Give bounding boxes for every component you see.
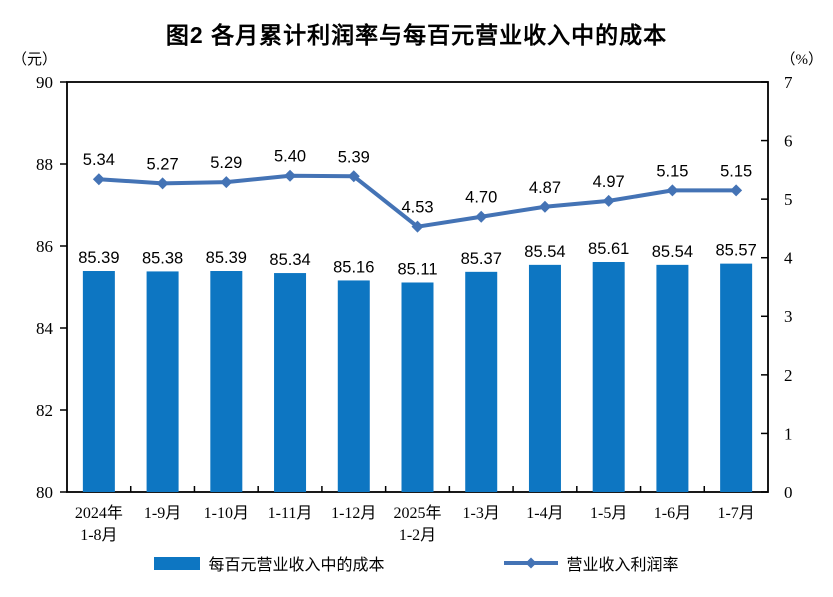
bar-value-label: 85.39 [78, 249, 119, 267]
x-tick-label: 1-6月 [654, 505, 691, 522]
line-marker-icon [503, 556, 559, 570]
x-tick-label: 1-9月 [144, 505, 181, 522]
line-value-label: 5.29 [210, 154, 242, 172]
x-tick-label: 1-10月 [204, 505, 249, 522]
bar [528, 264, 561, 492]
left-tick-label: 90 [36, 73, 53, 92]
line-marker [220, 176, 233, 189]
line-value-label: 4.70 [465, 189, 497, 207]
line-marker-swatch-svg [503, 557, 558, 569]
bar-swatch-icon [154, 556, 201, 570]
right-tick-label: 2 [784, 366, 793, 385]
x-tick-label: 1-3月 [463, 505, 500, 522]
line-marker [730, 184, 743, 197]
bar [274, 273, 307, 492]
legend-item-margin: 营业收入利润率 [503, 551, 679, 575]
bar-value-label: 85.39 [206, 249, 247, 267]
line-marker [666, 184, 679, 197]
bar [592, 261, 625, 492]
line-marker [475, 210, 488, 223]
x-tick-label: 2024年 [75, 504, 123, 522]
left-tick-label: 88 [36, 155, 53, 174]
bar-value-label: 85.54 [524, 243, 565, 261]
line-marker [602, 194, 615, 207]
right-tick-label: 7 [784, 73, 793, 92]
line-value-label: 5.39 [338, 148, 370, 166]
bar [146, 271, 179, 492]
bar [82, 271, 115, 492]
bar-value-label: 85.11 [397, 260, 437, 278]
x-tick-label: 1-11月 [268, 505, 313, 522]
line-marker [156, 177, 169, 190]
line-value-label: 4.97 [593, 173, 625, 191]
bar [656, 264, 689, 492]
bar-value-label: 85.16 [333, 258, 374, 276]
chart-title: 图2 各月累计利润率与每百元营业收入中的成本 [165, 22, 668, 48]
bar-value-label: 85.54 [652, 243, 693, 261]
line-value-label: 5.15 [720, 162, 752, 180]
right-tick-label: 6 [784, 132, 793, 151]
right-tick-label: 3 [784, 307, 793, 326]
left-tick-label: 80 [36, 483, 53, 502]
bar-value-label: 85.38 [142, 249, 183, 267]
right-tick-label: 4 [784, 249, 793, 268]
line-value-label: 5.40 [274, 148, 306, 166]
left-axis-unit-label: （元） [12, 52, 58, 68]
bar-value-label: 85.61 [588, 240, 629, 258]
left-tick-label: 84 [36, 319, 54, 338]
line-value-label: 4.53 [401, 199, 433, 217]
chart-legend: 每百元营业收入中的成本 营业收入利润率 [0, 551, 833, 575]
left-tick-label: 86 [36, 237, 53, 256]
x-tick-label: 1-5月 [590, 505, 627, 522]
bar [401, 282, 434, 492]
line-marker [538, 200, 551, 213]
x-tick-label: 1-8月 [80, 527, 117, 544]
bar-value-label: 85.34 [269, 251, 310, 269]
line-value-label: 4.87 [529, 179, 561, 197]
bar [720, 263, 753, 492]
x-tick-label: 1-2月 [399, 527, 436, 544]
line-marker [411, 220, 424, 233]
bar-value-label: 85.37 [461, 250, 502, 268]
line-marker [92, 173, 105, 186]
right-tick-label: 1 [784, 424, 793, 443]
line-value-label: 5.15 [656, 162, 688, 180]
bar [465, 271, 498, 492]
line-value-label: 5.34 [83, 151, 115, 169]
bar [337, 280, 370, 492]
x-tick-label: 1-4月 [526, 505, 563, 522]
line-marker [284, 169, 297, 182]
combo-chart-canvas: 90 88 86 84 82 80 7 6 5 4 3 2 1 0 2024年 1-8月 1-9月 1-10月 1-… [36, 73, 793, 544]
right-axis-unit-label: （%） [780, 52, 824, 68]
line-value-label: 5.27 [147, 155, 179, 173]
right-tick-label: 0 [784, 483, 793, 502]
bar [210, 271, 243, 492]
legend-label-margin: 营业收入利润率 [566, 557, 679, 574]
x-tick-label: 1-7月 [717, 505, 754, 522]
line-marker [347, 170, 360, 183]
right-tick-label: 5 [784, 190, 793, 209]
x-tick-label: 2025年 [393, 504, 441, 522]
x-tick-label: 1-12月 [331, 505, 376, 522]
legend-label-cost: 每百元营业收入中的成本 [208, 557, 385, 574]
bar-value-label: 85.57 [715, 242, 756, 260]
left-tick-label: 82 [36, 401, 53, 420]
legend-item-cost: 每百元营业收入中的成本 [154, 551, 385, 575]
